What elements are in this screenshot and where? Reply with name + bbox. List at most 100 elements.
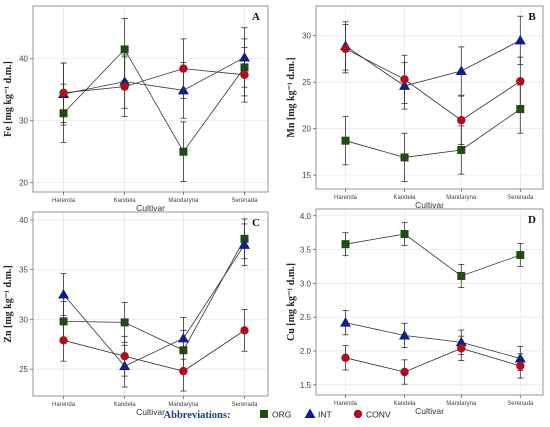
series-line	[63, 57, 245, 95]
legend-swatch-conv	[353, 409, 363, 419]
series-line	[345, 108, 521, 158]
data-point-org	[120, 318, 129, 327]
series-int	[340, 310, 526, 372]
data-point-int	[340, 317, 352, 327]
data-point-conv	[457, 344, 466, 353]
y-axis-title: Mn [mg kg⁻¹ d.m.]	[286, 57, 297, 137]
x-tick-label: Mandaryna	[168, 198, 199, 204]
data-point-conv	[120, 352, 129, 361]
legend-item-int: INT	[304, 408, 332, 420]
series-org	[59, 17, 249, 182]
x-tick-label: Mandaryna	[446, 401, 477, 407]
x-tick-label: Serenada	[231, 402, 258, 408]
x-tick-label: Serenada	[507, 401, 534, 407]
y-tick-label: 3.5	[300, 246, 312, 255]
x-tick-label: Kandela	[394, 195, 417, 201]
panel-b: 15 20 25 30 Harenda Kandela Mandaryna Serenada C…	[286, 5, 544, 210]
x-axis-title: Cultivar	[415, 200, 444, 210]
series-line	[63, 48, 245, 153]
data-point-int	[399, 329, 411, 340]
y-tick-label: 2.0	[300, 347, 312, 356]
series-line	[345, 233, 521, 277]
x-axis-title: Cultivar	[136, 203, 165, 213]
data-point-org	[341, 136, 350, 145]
plot-border	[32, 5, 269, 193]
panel-d: 1.5 2.0 2.5 3.0 3.5 4.0 Harenda Kandela Mandaryn…	[286, 208, 544, 416]
data-point-conv	[516, 361, 525, 371]
data-point-conv	[240, 70, 249, 80]
x-tick-label: Harenda	[52, 198, 76, 204]
y-tick-label: 40	[19, 216, 28, 225]
series-int	[58, 27, 250, 126]
data-point-org	[457, 271, 466, 280]
series-int	[58, 223, 250, 388]
x-tick-label: Harenda	[52, 402, 76, 408]
data-point-org	[400, 230, 409, 239]
legend: Abbreviations: ORG INT CONV	[164, 408, 391, 421]
y-tick-label: 20	[19, 179, 28, 188]
x-tick-label: Serenada	[231, 198, 258, 204]
data-point-conv	[120, 82, 129, 91]
y-tick-label: 25	[302, 78, 311, 87]
legend-label: CONV	[366, 410, 391, 420]
y-tick-label: 2.5	[300, 313, 312, 322]
y-axis-title: Fe [mg kg⁻¹ d.m.]	[3, 61, 14, 137]
series-line	[63, 68, 245, 94]
data-point-conv	[179, 366, 188, 376]
x-tick-label: Mandaryna	[446, 195, 477, 201]
data-point-conv	[457, 116, 466, 125]
x-tick-label: Harenda	[334, 401, 358, 407]
data-point-org	[341, 240, 350, 249]
x-tick-label: Kandela	[114, 198, 137, 204]
data-point-conv	[341, 353, 350, 362]
legend-label: ORG	[272, 410, 291, 420]
data-point-org	[179, 147, 188, 156]
data-point-conv	[240, 326, 249, 335]
panel-label: A	[252, 11, 260, 23]
data-point-int	[455, 65, 467, 76]
data-point-int	[58, 289, 70, 299]
data-point-conv	[516, 77, 525, 86]
y-tick-label: 30	[302, 32, 311, 41]
data-point-int	[514, 34, 526, 45]
data-point-conv	[179, 64, 188, 73]
y-tick-label: 20	[302, 125, 311, 134]
plot-border	[315, 5, 544, 190]
x-tick-label: Serenada	[507, 195, 534, 201]
y-tick-label: 40	[19, 55, 28, 64]
series-line	[63, 238, 245, 351]
series-conv	[341, 335, 525, 385]
series-int	[340, 15, 526, 110]
panel-label: C	[252, 217, 260, 229]
y-axis-title: Zn [mg kg⁻¹ d.m.]	[3, 265, 14, 342]
data-point-org	[516, 105, 525, 114]
y-tick-label: 1.5	[300, 381, 312, 390]
series-conv	[59, 309, 249, 392]
y-axis-title: Cu [mg kg⁻¹ d.m.]	[286, 263, 297, 341]
series-line	[345, 322, 521, 359]
data-point-conv	[59, 88, 68, 98]
data-point-conv	[341, 44, 350, 53]
data-point-org	[120, 45, 129, 54]
panel-a: 20 30 40 Harenda Kandela Mandaryna Serenada Cul…	[3, 5, 269, 213]
data-point-int	[177, 332, 189, 343]
series-org	[59, 218, 249, 371]
y-tick-label: 30	[19, 315, 28, 324]
x-tick-label: Harenda	[334, 195, 358, 201]
data-point-org	[516, 250, 525, 259]
data-point-conv	[400, 75, 409, 84]
y-tick-label: 3.0	[300, 279, 312, 288]
series-line	[63, 244, 245, 367]
y-tick-label: 30	[19, 117, 28, 126]
data-point-org	[457, 145, 466, 154]
x-tick-label: Kandela	[114, 402, 137, 408]
panel-label: D	[528, 214, 536, 226]
data-point-int	[239, 239, 250, 249]
y-tick-label: 25	[19, 365, 28, 374]
legend-item-conv: CONV	[353, 409, 391, 420]
series-line	[345, 40, 521, 87]
series-conv	[59, 38, 249, 123]
legend-label: INT	[318, 410, 332, 420]
panel-label: B	[528, 11, 536, 23]
